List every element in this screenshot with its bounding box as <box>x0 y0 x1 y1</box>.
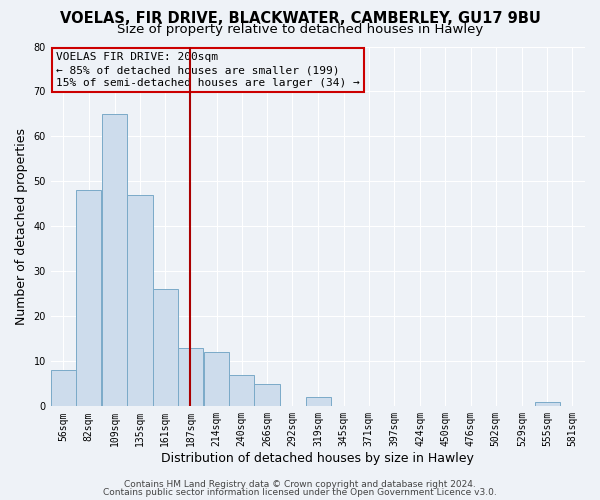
Text: Contains public sector information licensed under the Open Government Licence v3: Contains public sector information licen… <box>103 488 497 497</box>
Bar <box>102 114 127 406</box>
Bar <box>152 290 178 406</box>
Text: VOELAS, FIR DRIVE, BLACKWATER, CAMBERLEY, GU17 9BU: VOELAS, FIR DRIVE, BLACKWATER, CAMBERLEY… <box>59 11 541 26</box>
Bar <box>76 190 101 406</box>
Bar <box>178 348 203 406</box>
Bar <box>127 195 152 406</box>
Bar <box>254 384 280 406</box>
Text: Size of property relative to detached houses in Hawley: Size of property relative to detached ho… <box>117 23 483 36</box>
Bar <box>204 352 229 406</box>
Bar <box>306 398 331 406</box>
X-axis label: Distribution of detached houses by size in Hawley: Distribution of detached houses by size … <box>161 452 475 465</box>
Y-axis label: Number of detached properties: Number of detached properties <box>15 128 28 325</box>
Bar <box>535 402 560 406</box>
Text: VOELAS FIR DRIVE: 200sqm
← 85% of detached houses are smaller (199)
15% of semi-: VOELAS FIR DRIVE: 200sqm ← 85% of detach… <box>56 52 360 88</box>
Text: Contains HM Land Registry data © Crown copyright and database right 2024.: Contains HM Land Registry data © Crown c… <box>124 480 476 489</box>
Bar <box>229 375 254 406</box>
Bar <box>51 370 76 406</box>
